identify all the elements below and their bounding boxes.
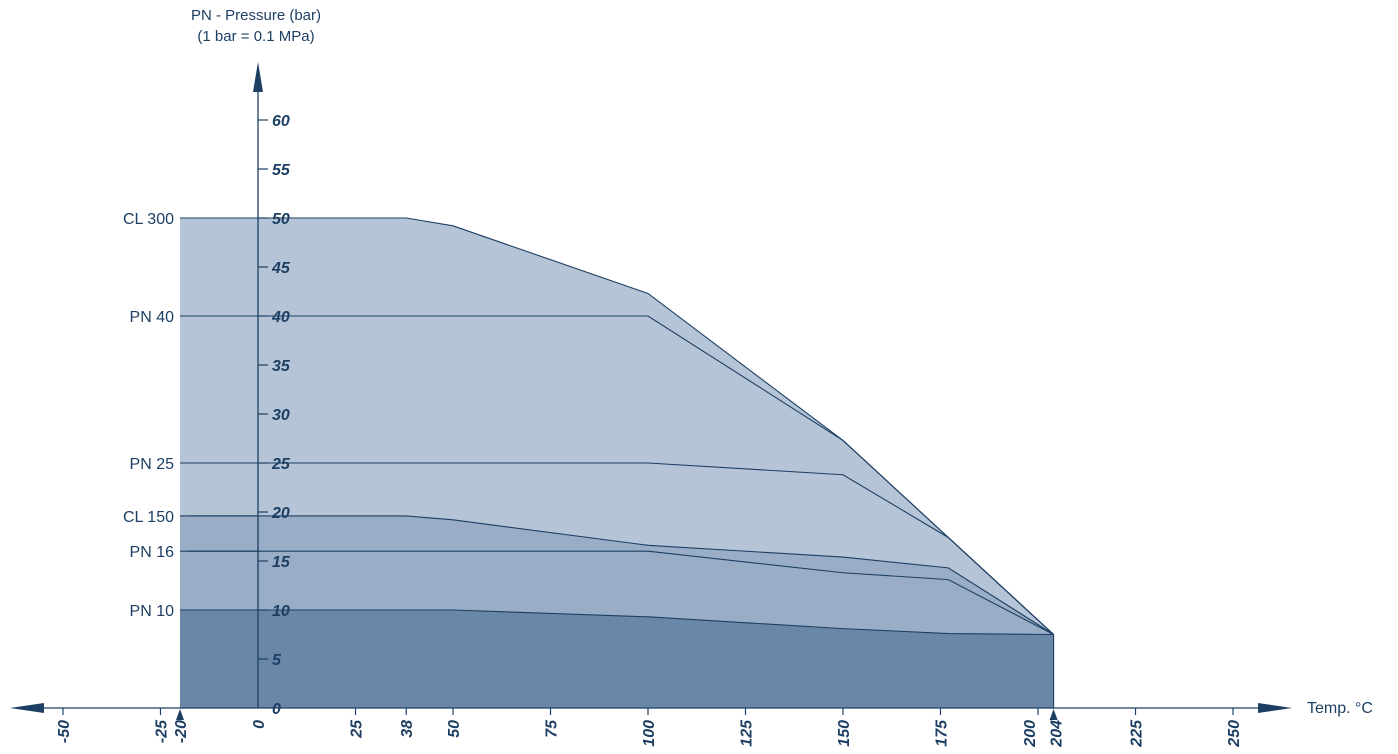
x-tick-label-225: 225 — [1129, 719, 1146, 748]
y-axis-title-line-1: PN - Pressure (bar) — [191, 7, 321, 24]
y-tick-label-35: 35 — [272, 358, 291, 375]
y-tick-label-45: 45 — [271, 260, 291, 277]
x-axis-title: Temp. °C — [1307, 700, 1373, 717]
x-tick-label-125: 125 — [739, 719, 756, 747]
x-tick-label-250: 250 — [1226, 720, 1243, 748]
series-label-cl-150: CL 150 — [123, 509, 174, 526]
x-limit-marker-20 — [176, 709, 184, 720]
x-tick-label-150: 150 — [836, 720, 853, 747]
x-tick-label-75: 75 — [544, 719, 561, 738]
x-tick-label-175: 175 — [934, 719, 951, 747]
series-label-pn-16: PN 16 — [130, 544, 175, 561]
series-label-pn-10: PN 10 — [130, 603, 175, 620]
x-tick-label-38: 38 — [399, 720, 416, 738]
series-lines — [180, 217, 1055, 708]
series-label-pn-40: PN 40 — [130, 309, 175, 326]
x-tick-label-100: 100 — [641, 720, 658, 747]
x-tick-label-25: 25 — [349, 719, 366, 739]
series-line-pn-10 — [180, 609, 1054, 636]
x-tick-label-204: 204 — [1049, 720, 1066, 748]
y-axis-top-arrow — [253, 62, 263, 92]
area-pn-10 — [180, 610, 1054, 708]
y-ticks: 0 5 10 15 20 25 30 35 40 45 50 55 60 — [258, 113, 291, 718]
x-tick-label-50: 50 — [446, 720, 463, 738]
x-tick-label-50: -50 — [56, 720, 73, 743]
x-tick-label-0: 0 — [251, 720, 268, 729]
series-label-cl-300: CL 300 — [123, 211, 174, 228]
series-labels: CL 300 PN 40 PN 25 CL 150 PN 16 PN 10 — [123, 211, 258, 620]
y-axis-title-line-2: (1 bar = 0.1 MPa) — [197, 28, 314, 45]
x-tick-label-25: -25 — [154, 719, 171, 743]
x-ticks: -50 -25 -20 0 25 38 50 75 100 125 150 175 200 204 225 2… — [56, 708, 1243, 748]
y-tick-label-15: 15 — [272, 554, 291, 571]
x-axis-right-arrow — [1258, 703, 1292, 713]
y-tick-label-40: 40 — [271, 309, 290, 326]
y-tick-label-5: 5 — [272, 652, 282, 669]
y-tick-label-55: 55 — [272, 162, 291, 179]
x-axis-left-arrow — [10, 703, 44, 713]
y-tick-label-20: 20 — [271, 505, 290, 522]
x-tick-label-20: -20 — [173, 720, 190, 743]
series-line-pn-16 — [180, 550, 1054, 635]
y-tick-label-30: 30 — [272, 407, 290, 424]
series-label-pn-25: PN 25 — [130, 456, 175, 473]
series-line-pn-25 — [180, 462, 1054, 635]
x-limit-marker-204 — [1049, 709, 1058, 720]
y-tick-label-10: 10 — [272, 603, 290, 620]
x-tick-label-200: 200 — [1022, 720, 1039, 748]
y-tick-label-60: 60 — [272, 113, 290, 130]
y-tick-label-0: 0 — [272, 701, 281, 718]
y-tick-label-50: 50 — [272, 211, 290, 228]
series-line-cl-150 — [180, 515, 1054, 635]
y-tick-label-25: 25 — [271, 456, 291, 473]
